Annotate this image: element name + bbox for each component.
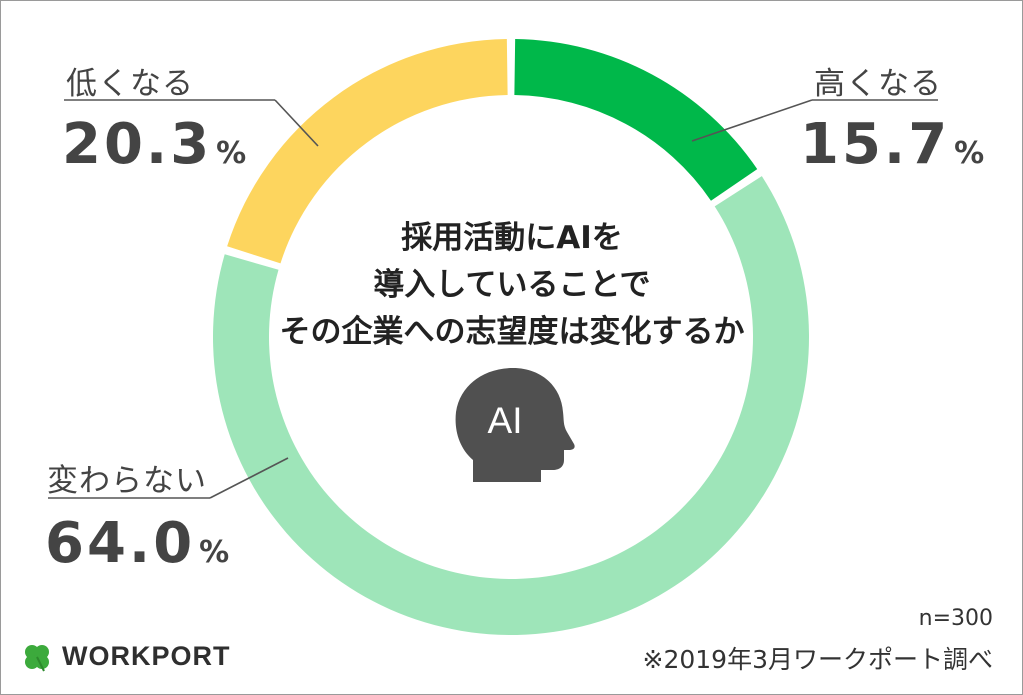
workport-logo: WORKPORT (22, 641, 230, 672)
clover-icon (25, 644, 49, 671)
leader-line-high-diag (691, 99, 813, 142)
label-low-category: 低くなる (66, 66, 194, 102)
label-same-unit: % (199, 535, 230, 570)
label-high-value: 15.7 (800, 112, 951, 177)
donut-slice-2 (213, 176, 810, 635)
label-high-unit: % (954, 136, 985, 171)
donut-slice-3 (227, 39, 508, 264)
center-question: 採用活動にAIを 導入していることで その企業への志望度は変化するか (262, 215, 762, 356)
label-same-category: 変わらない (47, 463, 207, 499)
label-low-unit: % (216, 136, 247, 171)
label-same-percent: 64.0% (45, 511, 229, 576)
leader-line-low-diag (274, 99, 319, 147)
logo-text: WORKPORT (62, 641, 231, 671)
label-same-value: 64.0 (45, 511, 196, 576)
question-line-2: 導入していることで (373, 267, 651, 303)
leader-line-same-diag (209, 457, 289, 499)
sample-size: n=300 (918, 606, 993, 631)
ai-icon-label: AI (488, 400, 523, 441)
source-note: ※2019年3月ワークポート調べ (642, 645, 993, 674)
question-line-1: 採用活動にAIを (401, 220, 623, 256)
donut-slice-1 (514, 39, 758, 201)
label-low-value: 20.3 (62, 112, 213, 177)
label-low-percent: 20.3% (62, 112, 246, 177)
ai-head-icon: AI (455, 368, 575, 482)
question-line-3: その企業への志望度は変化するか (279, 314, 745, 350)
label-high-category: 高くなる (814, 66, 942, 102)
label-high-percent: 15.7% (800, 112, 984, 177)
